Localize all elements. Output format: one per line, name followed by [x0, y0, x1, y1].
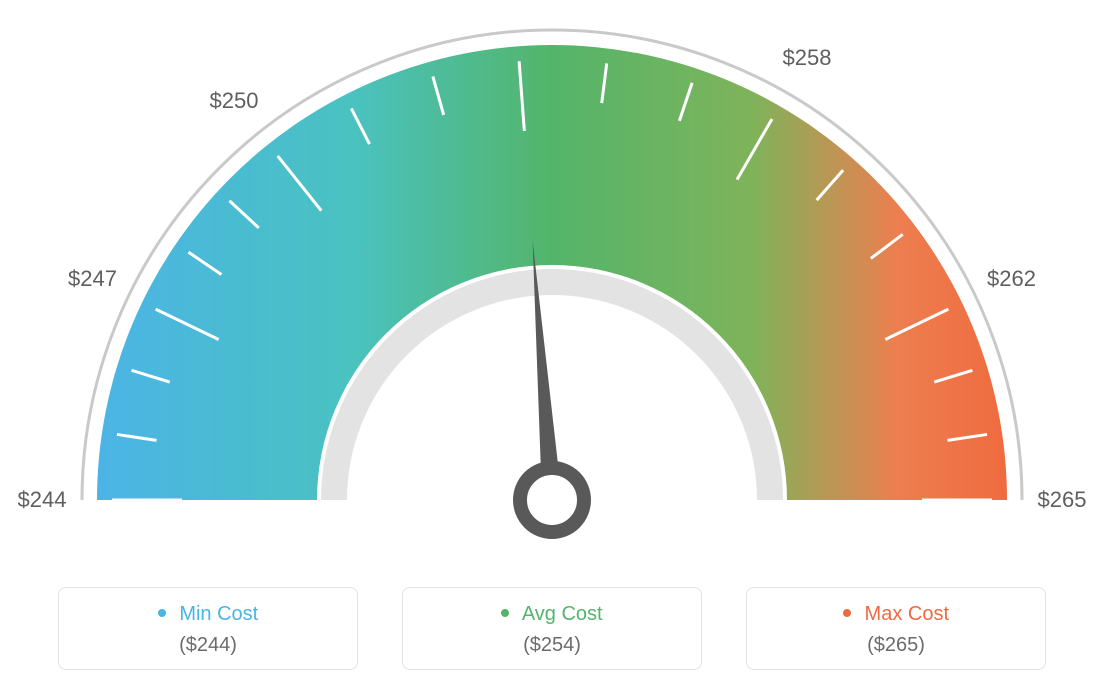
gauge-tick-label: $258 — [783, 45, 832, 71]
legend-title-avg: Avg Cost — [413, 602, 691, 626]
gauge-tick-label: $244 — [18, 487, 67, 513]
legend-title-max-text: Max Cost — [865, 603, 949, 625]
legend-title-min-text: Min Cost — [179, 603, 258, 625]
legend-card-max: Max Cost ($265) — [746, 587, 1046, 670]
legend-title-min: Min Cost — [69, 602, 347, 626]
gauge-tick-label: $254 — [489, 0, 538, 4]
legend-title-avg-text: Avg Cost — [522, 603, 603, 625]
legend-row: Min Cost ($244) Avg Cost ($254) Max Cost… — [0, 587, 1104, 670]
gauge-tick-label: $265 — [1038, 487, 1087, 513]
gauge-chart: $244 $247 $250 $254 $258 $262 $265 — [0, 0, 1104, 560]
legend-card-avg: Avg Cost ($254) — [402, 587, 702, 670]
legend-value-avg: ($254) — [413, 634, 691, 657]
legend-value-min: ($244) — [69, 634, 347, 657]
gauge-tick-label: $247 — [68, 266, 117, 292]
legend-value-max: ($265) — [757, 634, 1035, 657]
gauge-svg — [0, 0, 1104, 560]
gauge-tick-label: $250 — [210, 88, 259, 114]
legend-title-max: Max Cost — [757, 602, 1035, 626]
legend-card-min: Min Cost ($244) — [58, 587, 358, 670]
gauge-tick-label: $262 — [987, 266, 1036, 292]
